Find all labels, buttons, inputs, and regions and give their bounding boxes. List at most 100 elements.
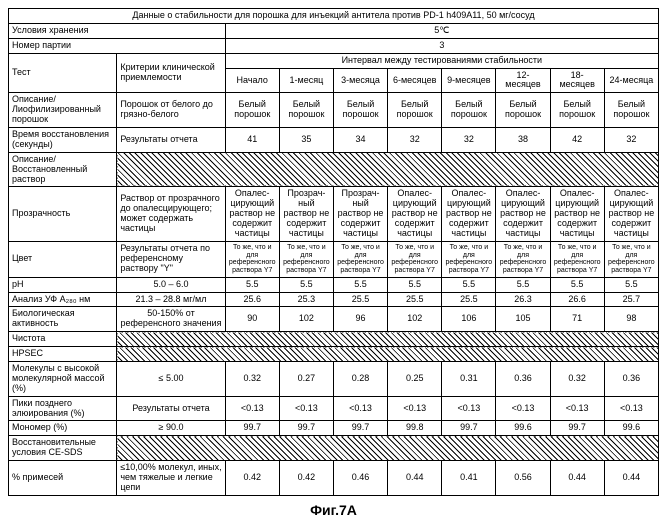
cell: Белый порошок (333, 93, 387, 128)
cell: 38 (496, 128, 550, 153)
cell: Белый порошок (225, 93, 279, 128)
row-crit: Результаты отчета по референсному раство… (117, 241, 225, 277)
table-title: Данные о стабильности для порошка для ин… (9, 9, 659, 24)
row-label: HPSEC (9, 347, 117, 362)
cell: 99.6 (496, 421, 550, 436)
cell: 99.6 (604, 421, 658, 436)
cell: Прозрач-ный раствор не содержит частицы (333, 187, 387, 241)
cell: 0.56 (496, 461, 550, 496)
row-label: Описание/ Лиофилизированный порошок (9, 93, 117, 128)
cell: Прозрач-ный раствор не содержит частицы (279, 187, 333, 241)
batch-value: 3 (225, 38, 658, 53)
cell: <0.13 (604, 396, 658, 421)
col-header: 24-месяца (604, 68, 658, 93)
cell: <0.13 (388, 396, 442, 421)
cell: 5.5 (496, 277, 550, 292)
table-row: Время восстановления (секунды) Результат… (9, 128, 659, 153)
cell: 0.46 (333, 461, 387, 496)
cell: 0.44 (550, 461, 604, 496)
cell: 5.5 (550, 277, 604, 292)
col-header: 6-месяцев (388, 68, 442, 93)
col-header: Начало (225, 68, 279, 93)
cell: 41 (225, 128, 279, 153)
row-label: pH (9, 277, 117, 292)
cell: Белый порошок (442, 93, 496, 128)
cell: Опалес-цирующий раствор не содержит част… (388, 187, 442, 241)
cell: Опалес-цирующий раствор не содержит част… (550, 187, 604, 241)
row-label: Восстановительные условия CE-SDS (9, 436, 117, 461)
cell: 0.36 (604, 362, 658, 397)
row-crit: 50-150% от референсного значения (117, 307, 225, 332)
table-row: HPSEC (9, 347, 659, 362)
hatched-cell (117, 436, 659, 461)
cell: 35 (279, 128, 333, 153)
cell: То же, что и для референсного раствора Y… (604, 241, 658, 277)
cell: 5.5 (604, 277, 658, 292)
table-row: Биологическая активность 50-150% от рефе… (9, 307, 659, 332)
row-crit: 21.3 – 28.8 мг/мл (117, 292, 225, 307)
cell: 90 (225, 307, 279, 332)
cell: Опалес-цирующий раствор не содержит част… (604, 187, 658, 241)
cell: 32 (388, 128, 442, 153)
cell: 32 (442, 128, 496, 153)
cell: 25.5 (442, 292, 496, 307)
row-crit: ≥ 90.0 (117, 421, 225, 436)
cell: 0.25 (388, 362, 442, 397)
cell: То же, что и для референсного раствора Y… (388, 241, 442, 277)
row-label: % примесей (9, 461, 117, 496)
cell: 102 (388, 307, 442, 332)
cell: 99.7 (442, 421, 496, 436)
cell: Белый порошок (496, 93, 550, 128)
cell: 0.41 (442, 461, 496, 496)
cell: <0.13 (225, 396, 279, 421)
cell: 5.5 (279, 277, 333, 292)
cell: <0.13 (496, 396, 550, 421)
col-header: 1-месяц (279, 68, 333, 93)
row-label: Прозрачность (9, 187, 117, 241)
cell: 102 (279, 307, 333, 332)
cell: То же, что и для референсного раствора Y… (442, 241, 496, 277)
cell: 0.28 (333, 362, 387, 397)
table-row: pH 5.0 – 6.0 5.5 5.5 5.5 5.5 5.5 5.5 5.5… (9, 277, 659, 292)
cell: То же, что и для референсного раствора Y… (496, 241, 550, 277)
cell: 5.5 (442, 277, 496, 292)
interval-header: Интервал между тестированиями стабильнос… (225, 53, 658, 68)
table-row: Описание/ Восстановленный раствор (9, 152, 659, 187)
cell: 99.7 (550, 421, 604, 436)
cell: <0.13 (333, 396, 387, 421)
table-row: Восстановительные условия CE-SDS (9, 436, 659, 461)
col-header: 9-месяцев (442, 68, 496, 93)
cell: Опалес-цирующий раствор не содержит част… (496, 187, 550, 241)
cell: 5.5 (225, 277, 279, 292)
row-crit: Раствор от прозрачного до опалесцирующег… (117, 187, 225, 241)
figure-caption: Фиг.7A (8, 502, 659, 518)
col-header: 3-месяца (333, 68, 387, 93)
hatched-cell (117, 152, 659, 187)
cell: 99.8 (388, 421, 442, 436)
cell: 0.44 (604, 461, 658, 496)
cell: То же, что и для референсного раствора Y… (333, 241, 387, 277)
row-label: Чистота (9, 332, 117, 347)
cell: 99.7 (333, 421, 387, 436)
storage-label: Условия хранения (9, 23, 226, 38)
cell: 0.42 (225, 461, 279, 496)
row-crit: ≤10,00% молекул, иных, чем тяжелые и лег… (117, 461, 225, 496)
row-crit: Результаты отчета (117, 396, 225, 421)
table-row: Цвет Результаты отчета по референсному р… (9, 241, 659, 277)
table-row: Прозрачность Раствор от прозрачного до о… (9, 187, 659, 241)
cell: 32 (604, 128, 658, 153)
cell: 0.42 (279, 461, 333, 496)
cell: Белый порошок (388, 93, 442, 128)
table-row: Мономер (%) ≥ 90.0 99.7 99.7 99.7 99.8 9… (9, 421, 659, 436)
hatched-cell (117, 347, 659, 362)
table-row: Пики позднего элюирования (%) Результаты… (9, 396, 659, 421)
row-label: Описание/ Восстановленный раствор (9, 152, 117, 187)
cell: Опалес-цирующий раствор не содержит част… (442, 187, 496, 241)
table-row: Молекулы с высокой молекулярной массой (… (9, 362, 659, 397)
table-row: Чистота (9, 332, 659, 347)
cell: 25.5 (388, 292, 442, 307)
row-crit: ≤ 5.00 (117, 362, 225, 397)
stability-table: Данные о стабильности для порошка для ин… (8, 8, 659, 496)
storage-value: 5℃ (225, 23, 658, 38)
row-label: Пики позднего элюирования (%) (9, 396, 117, 421)
